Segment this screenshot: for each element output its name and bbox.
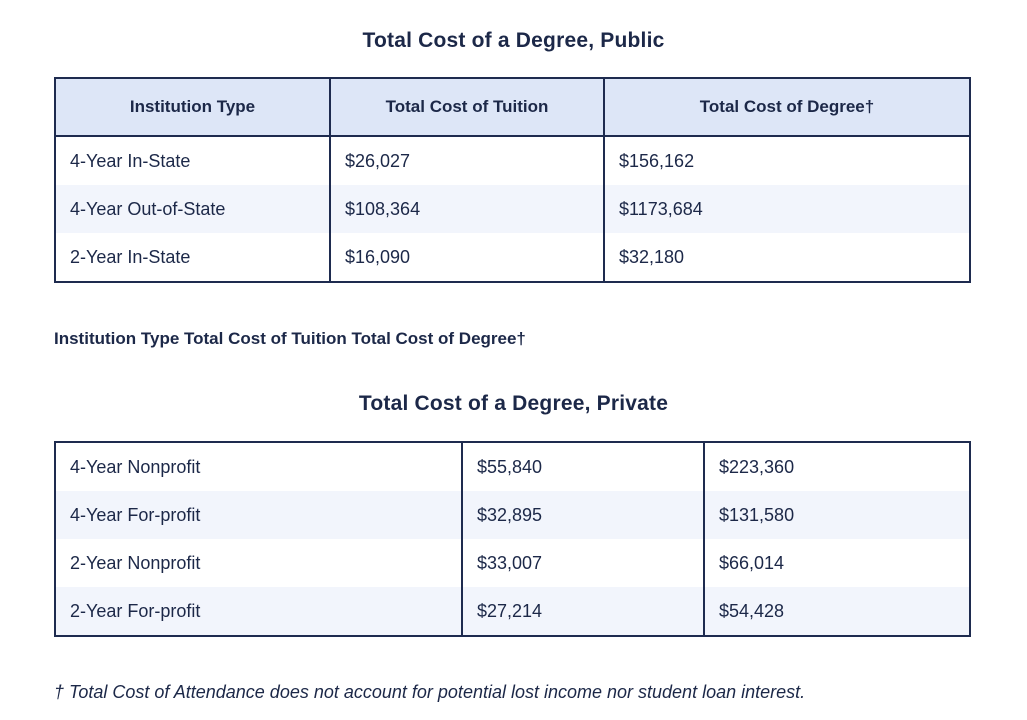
table-cell: $26,027 <box>329 136 605 185</box>
table-cell: $1173,684 <box>603 185 971 233</box>
table-cell: $27,214 <box>461 587 705 636</box>
table-cell: $156,162 <box>603 136 971 185</box>
table-cell: $55,840 <box>461 442 705 491</box>
table-cell: $66,014 <box>703 539 971 587</box>
table-cell: $223,360 <box>703 442 971 491</box>
table-cell: 4-Year Out-of-State <box>54 185 331 233</box>
table-row: 2-Year In-State $16,090 $32,180 <box>54 233 971 282</box>
table-cell: $32,895 <box>461 491 705 539</box>
public-table-title: Total Cost of a Degree, Public <box>362 29 665 52</box>
table-cell: 4-Year For-profit <box>54 491 463 539</box>
table-cell: 2-Year For-profit <box>54 587 463 636</box>
table-row: 4-Year Nonprofit $55,840 $223,360 <box>54 442 971 491</box>
table-cell: $16,090 <box>329 233 605 282</box>
table-cell: 4-Year Nonprofit <box>54 442 463 491</box>
table-cell: $131,580 <box>703 491 971 539</box>
column-header-institution-type: Institution Type <box>54 78 331 137</box>
private-table-column-headers-text: Institution Type Total Cost of Tuition T… <box>54 329 526 348</box>
table-cell: $54,428 <box>703 587 971 636</box>
table-row: 2-Year Nonprofit $33,007 $66,014 <box>54 539 971 587</box>
table-row: 4-Year Out-of-State $108,364 $1173,684 <box>54 185 971 233</box>
column-header-degree-cost: Total Cost of Degree† <box>603 78 971 137</box>
table-cell: 4-Year In-State <box>54 136 331 185</box>
table-header-row: Institution Type Total Cost of Tuition T… <box>54 78 971 137</box>
table-cell: 2-Year In-State <box>54 233 331 282</box>
private-table-title: Total Cost of a Degree, Private <box>358 392 669 415</box>
table-row: 4-Year For-profit $32,895 $131,580 <box>54 491 971 539</box>
table-cell: $108,364 <box>329 185 605 233</box>
private-cost-table: 4-Year Nonprofit $55,840 $223,360 4-Year… <box>54 441 971 637</box>
table-cell: 2-Year Nonprofit <box>54 539 463 587</box>
column-header-tuition-cost: Total Cost of Tuition <box>329 78 605 137</box>
footnote: † Total Cost of Attendance does not acco… <box>54 682 806 702</box>
table-cell: $33,007 <box>461 539 705 587</box>
public-cost-table: Institution Type Total Cost of Tuition T… <box>54 77 971 283</box>
table-row: 2-Year For-profit $27,214 $54,428 <box>54 587 971 636</box>
table-row: 4-Year In-State $26,027 $156,162 <box>54 136 971 185</box>
table-cell: $32,180 <box>603 233 971 282</box>
